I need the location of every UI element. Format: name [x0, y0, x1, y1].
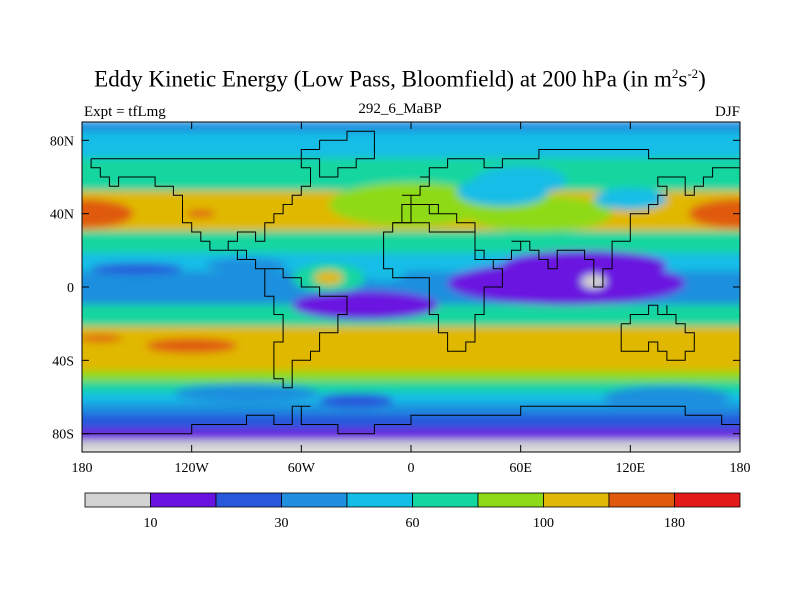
coastline-1: [300, 130, 375, 178]
eke-band-1: [82, 132, 740, 160]
eke-blob-17: [82, 334, 123, 342]
eke-blob-16: [292, 290, 439, 321]
y-tick-label-0: 80N: [50, 134, 74, 149]
eke-field: [82, 122, 740, 452]
eke-band-14: [82, 429, 740, 442]
colorbar-swatch-1: [150, 492, 217, 508]
x-tick-label-0: 180: [72, 461, 93, 476]
eke-blob-19: [173, 384, 320, 403]
eke-blob-20: [602, 386, 731, 408]
coastline-3: [383, 222, 503, 352]
y-tick-label-4: 80S: [52, 428, 74, 443]
experiment-label: Expt = tfLmg: [84, 104, 166, 120]
x-tick-label-6: 180: [730, 461, 751, 476]
colorbar-swatch-2: [215, 492, 282, 508]
colorbar-swatch-9: [674, 492, 741, 508]
coastline-5: [82, 405, 740, 435]
colorbar-swatch-6: [477, 492, 544, 508]
season-label: DJF: [714, 104, 740, 120]
coastline-0: [90, 158, 348, 389]
eke-blob-12: [361, 263, 406, 282]
eke-blob-7: [474, 166, 567, 196]
colorbar-swatch-0: [84, 492, 151, 508]
colorbar-label-2: 60: [406, 516, 420, 531]
colorbar-swatch-7: [543, 492, 610, 508]
colorbar-label-3: 100: [533, 516, 554, 531]
y-tick-label-3: 40S: [52, 354, 74, 369]
eke-blob-1: [688, 199, 740, 229]
eke-blob-18: [145, 338, 238, 353]
chart-subtitle: 292_6_MaBP: [358, 101, 442, 117]
eke-band-9: [82, 370, 740, 384]
x-tick-label-3: 0: [408, 461, 415, 476]
x-tick-label-1: 120W: [175, 461, 210, 476]
eke-blob-2: [186, 210, 216, 218]
colorbar-swatch-5: [412, 492, 479, 508]
coastlines: [82, 130, 740, 435]
colorbar-swatch-8: [608, 492, 675, 508]
chart-title: Eddy Kinetic Energy (Low Pass, Bloomfiel…: [94, 66, 706, 92]
y-tick-label-2: 0: [67, 281, 74, 296]
eke-blob-11: [314, 270, 344, 286]
eke-blob-5: [593, 188, 667, 210]
eke-blob-14: [502, 250, 667, 280]
coastline-4: [620, 304, 695, 361]
x-axis: 180 120W 60W 0 60E 120E 180: [72, 122, 751, 476]
eke-blob-0: [82, 199, 134, 229]
colorbar-label-4: 180: [664, 516, 685, 531]
colorbar-label-1: 30: [275, 516, 289, 531]
eke-blob-21: [319, 393, 393, 408]
y-axis: 80N 40N 0 40S 80S: [50, 134, 740, 443]
x-tick-label-4: 60E: [509, 461, 532, 476]
colorbar-swatch-3: [281, 492, 348, 508]
eke-blob-8: [91, 263, 183, 275]
x-tick-label-5: 120E: [616, 461, 646, 476]
y-tick-label-1: 40N: [50, 208, 74, 223]
x-tick-label-2: 60W: [288, 461, 316, 476]
colorbar-swatch-4: [346, 492, 413, 508]
colorbar-label-0: 10: [144, 516, 158, 531]
eke-band-4: [82, 231, 740, 255]
colorbar: 10 30 60 100 180: [84, 492, 741, 531]
